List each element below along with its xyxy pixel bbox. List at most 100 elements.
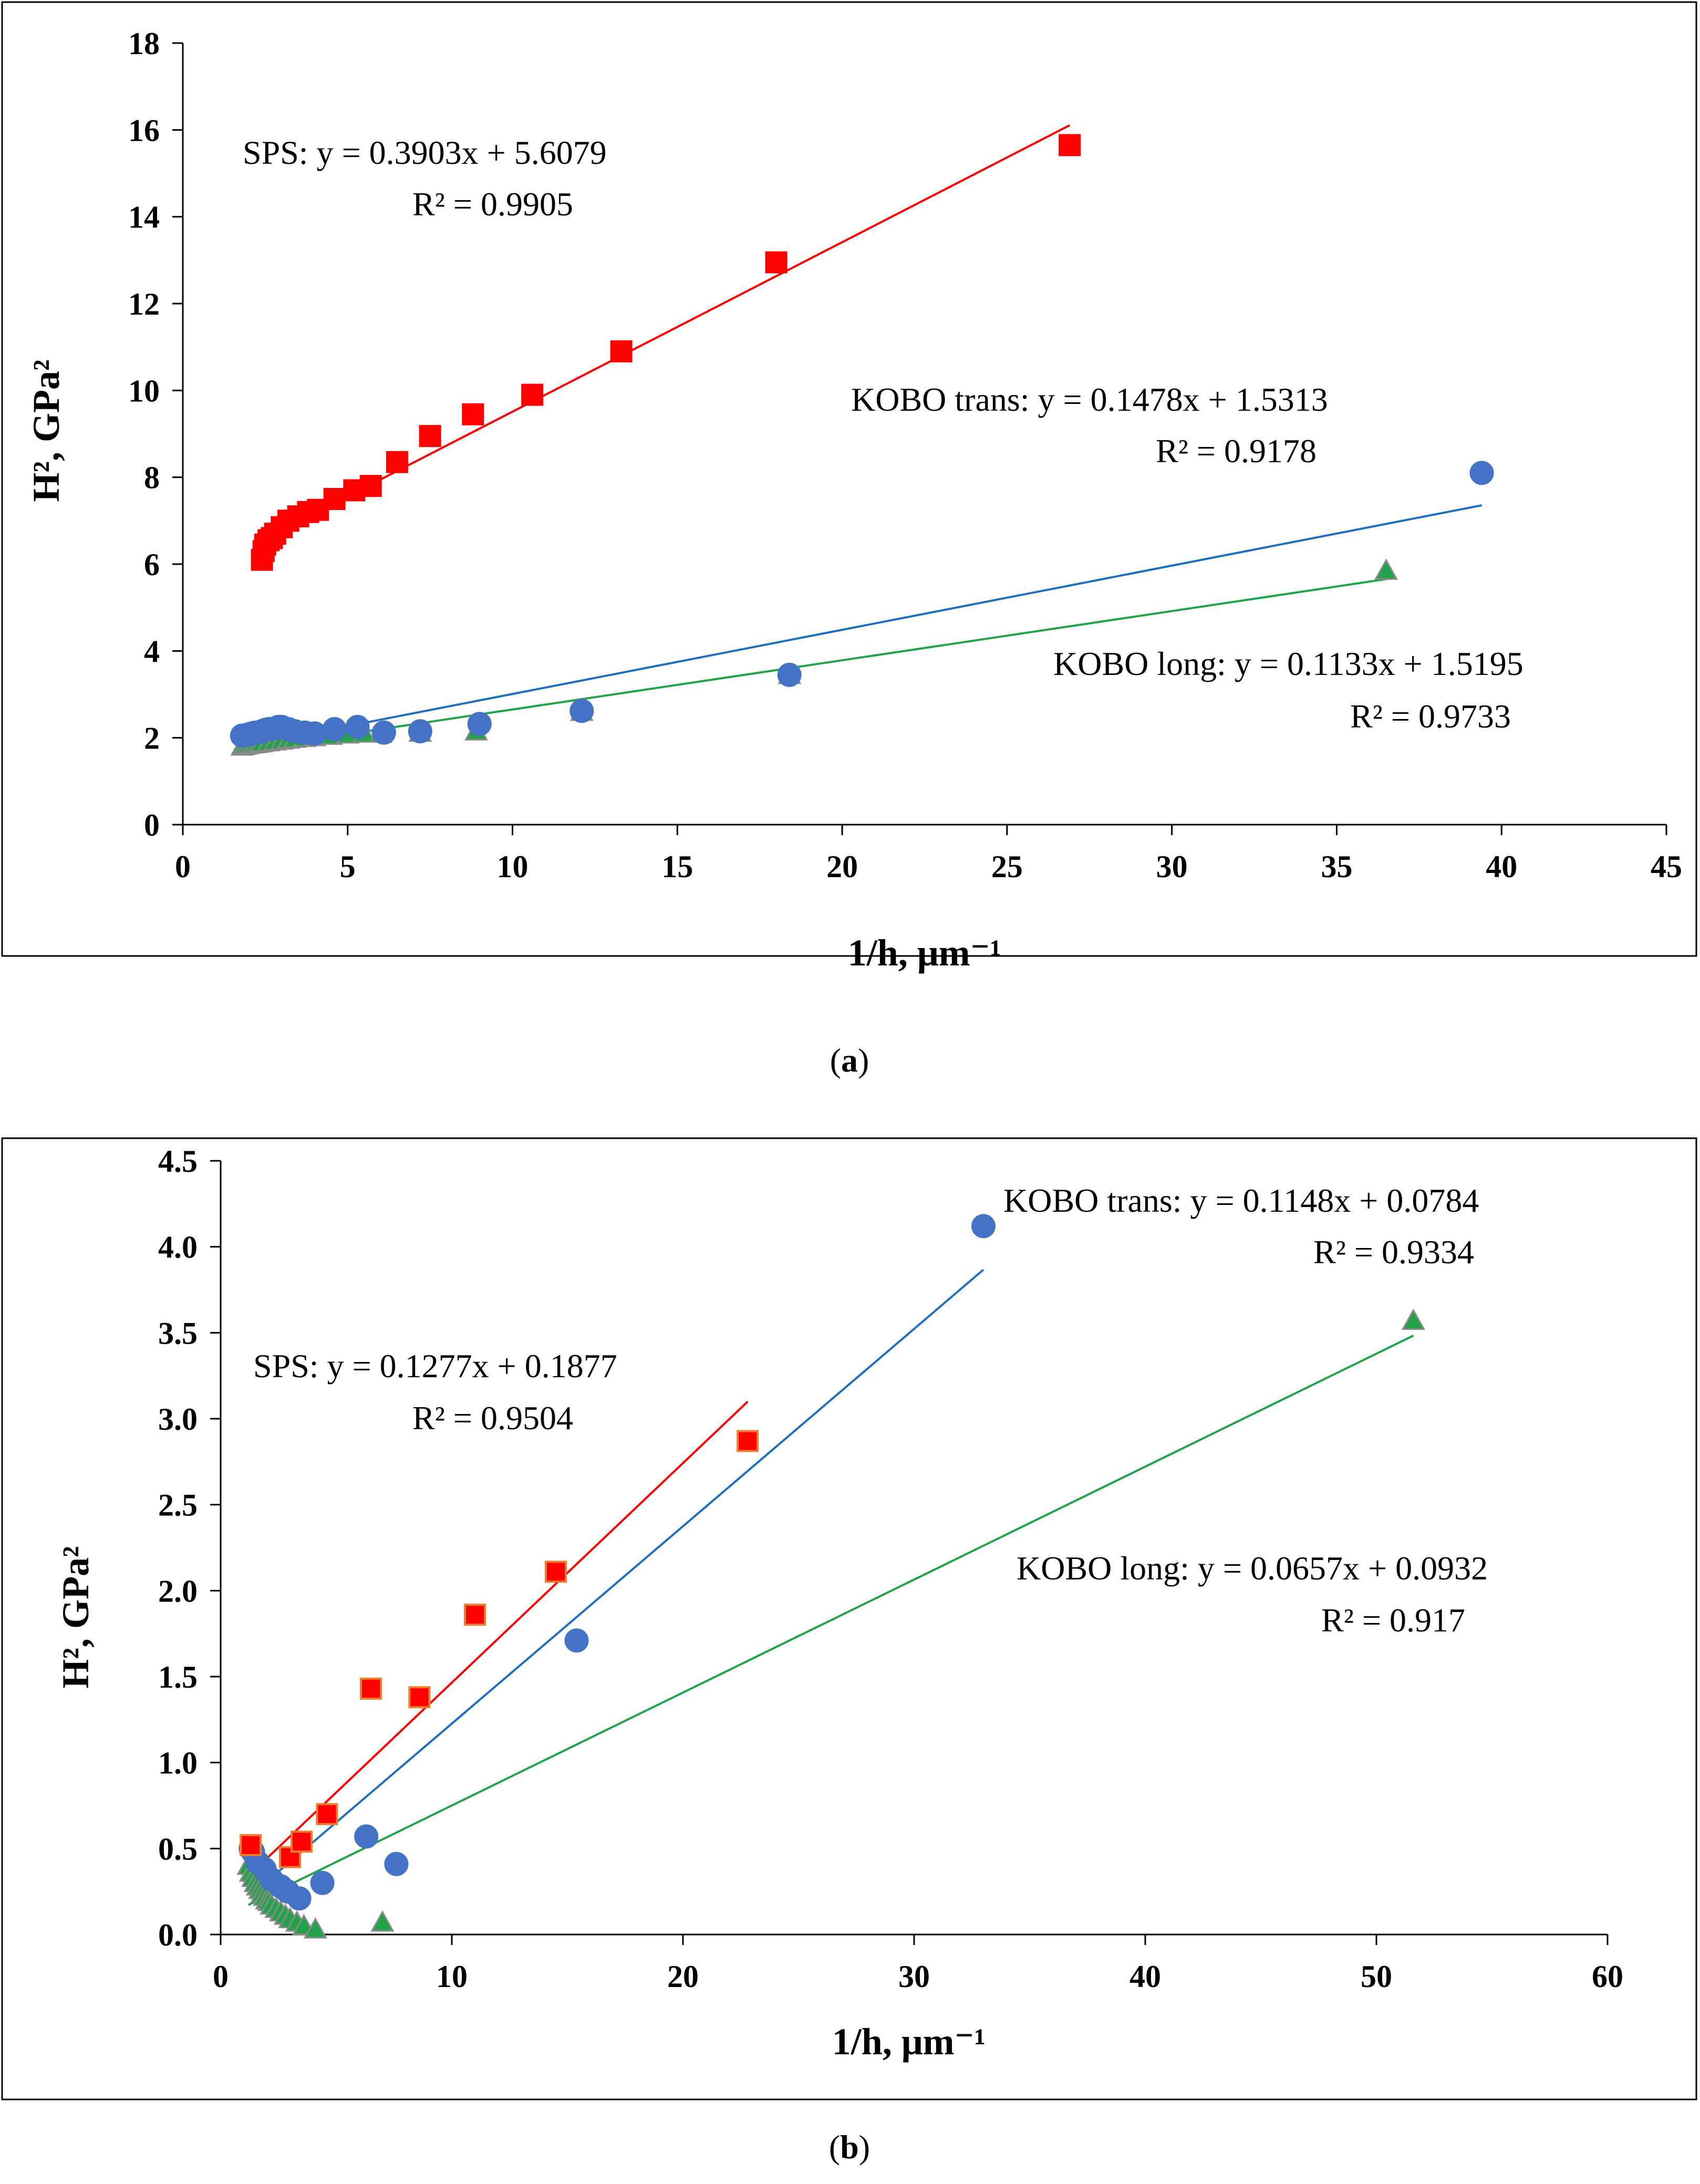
chart-b-caption: (b) — [829, 2128, 870, 2166]
chart-a-x-tick-label: 20 — [826, 849, 858, 884]
chart-a-y-tick-label: 2 — [144, 721, 160, 756]
chart-b-point-kobo-trans — [564, 1628, 589, 1653]
chart-b-x-tick-label: 30 — [898, 1959, 930, 1994]
chart-a-point-kobo-trans — [303, 721, 327, 746]
chart-b-fit-line-kobo-long — [247, 1334, 1414, 1906]
chart-a-fit-line-kobo-trans — [242, 504, 1482, 748]
chart-a-point-kobo-trans — [345, 715, 370, 739]
chart-a-x-tick-label: 5 — [340, 849, 356, 884]
chart-a-annotations: SPS: y = 0.3903x + 5.6079 R² = 0.9905 KO… — [243, 134, 1523, 735]
chart-a-r2-kobo-trans: R² = 0.9178 — [1156, 432, 1317, 470]
chart-b-fit-label-kobo-trans: KOBO trans: y = 0.1148x + 0.0784 — [1003, 1182, 1479, 1219]
chart-b-y-tick-label: 3.0 — [158, 1402, 198, 1437]
chart-b-y-tick-label: 1.5 — [158, 1660, 198, 1694]
chart-b-x-tick-label: 50 — [1361, 1959, 1392, 1994]
chart-a-axes — [182, 43, 1666, 826]
chart-a: 0 5 10 15 20 25 30 35 40 45 0 2 4 6 8 10 12 14 16 18 SPS: y… — [1, 1, 1697, 1079]
chart-a-y-tick-label: 0 — [144, 808, 160, 843]
chart-b-y-tick-label: 0.5 — [158, 1832, 198, 1866]
chart-a-x-tick-label: 45 — [1651, 849, 1682, 884]
chart-a-y-tick-label: 14 — [128, 200, 160, 235]
chart-b-point-sps — [737, 1430, 759, 1452]
chart-b-y-tick-label: 3.5 — [158, 1316, 198, 1350]
chart-a-point-kobo-trans — [1469, 461, 1494, 485]
chart-a-point-sps — [323, 488, 346, 510]
chart-a-x-tick-label: 0 — [175, 849, 191, 884]
chart-b-y-axis-title: H², GPa² — [55, 1546, 97, 1688]
chart-a-x-tick-label: 40 — [1486, 849, 1517, 884]
chart-a-point-sps — [765, 251, 787, 274]
chart-a-x-tick-label: 15 — [661, 849, 693, 884]
chart-a-point-sps — [359, 475, 382, 497]
chart-b-fit-label-sps: SPS: y = 0.1277x + 0.1877 — [253, 1347, 617, 1385]
chart-b-y-tick-label: 1.0 — [158, 1746, 198, 1781]
chart-b-point-sps — [360, 1677, 382, 1700]
chart-a-point-sps — [419, 425, 441, 448]
chart-a-point-sps — [610, 340, 633, 362]
chart-b-y-tick-label: 2.5 — [158, 1488, 198, 1523]
chart-b-y-tick-label: 4.0 — [158, 1230, 198, 1265]
chart-b-y-tick-label: 2.0 — [158, 1574, 198, 1608]
chart-b-point-sps — [279, 1846, 301, 1868]
chart-a-y-tick-label: 18 — [128, 26, 160, 61]
chart-a-ticks: 0 5 10 15 20 25 30 35 40 45 0 2 4 6 8 10 12 14 16 18 — [128, 26, 1682, 884]
chart-a-y-axis-title: H², GPa² — [25, 359, 67, 502]
chart-a-point-kobo-long — [1374, 558, 1398, 580]
chart-b: 0 10 20 30 40 50 60 0.0 0.5 1.0 1.5 2.0 2.5 3.0 3.5 4.0… — [1, 1137, 1697, 2166]
chart-a-fit-line-kobo-long — [242, 578, 1386, 751]
chart-a-point-kobo-trans — [371, 720, 396, 745]
chart-b-point-sps — [316, 1803, 338, 1825]
chart-b-x-tick-label: 20 — [667, 1959, 699, 1994]
chart-a-y-tick-label: 16 — [128, 113, 160, 148]
chart-b-fit-line-kobo-trans — [250, 1268, 984, 1897]
chart-b-point-kobo-long — [370, 1910, 395, 1932]
chart-b-x-tick-label: 10 — [436, 1959, 468, 1994]
chart-b-point-sps — [545, 1561, 567, 1583]
chart-a-x-tick-label: 10 — [497, 849, 528, 884]
chart-a-point-sps — [462, 403, 484, 425]
chart-b-point-kobo-trans — [384, 1852, 409, 1876]
chart-a-point-sps — [386, 451, 408, 473]
chart-a-point-kobo-trans — [569, 699, 594, 723]
chart-b-r2-kobo-long: R² = 0.917 — [1321, 1601, 1465, 1639]
chart-b-x-tick-label: 60 — [1592, 1959, 1623, 1994]
chart-b-fits — [247, 1268, 1414, 1906]
chart-a-point-sps — [521, 383, 544, 406]
chart-a-r2-sps: R² = 0.9905 — [412, 185, 573, 223]
chart-a-x-tick-label: 35 — [1321, 849, 1352, 884]
chart-a-point-kobo-trans — [322, 717, 347, 742]
chart-b-point-kobo-long — [1401, 1308, 1425, 1330]
chart-b-point-sps — [464, 1604, 486, 1626]
chart-a-x-axis-title: 1/h, μm⁻¹ — [848, 932, 1001, 974]
chart-b-frame — [1, 1137, 1697, 2100]
chart-b-x-tick-label: 0 — [213, 1959, 229, 1994]
chart-a-point-kobo-trans — [467, 712, 492, 736]
chart-b-fit-label-kobo-long: KOBO long: y = 0.0657x + 0.0932 — [1017, 1549, 1488, 1587]
chart-a-fit-label-sps: SPS: y = 0.3903x + 5.6079 — [243, 134, 607, 171]
chart-a-point-kobo-trans — [777, 662, 802, 687]
chart-b-point-kobo-trans — [354, 1824, 379, 1849]
chart-a-y-tick-label: 10 — [128, 373, 160, 408]
chart-b-point-kobo-trans — [310, 1870, 335, 1895]
chart-b-x-tick-label: 40 — [1129, 1959, 1161, 1994]
chart-b-x-axis-title: 1/h, μm⁻¹ — [832, 2021, 986, 2063]
chart-a-point-sps — [1059, 134, 1081, 157]
chart-a-x-tick-label: 25 — [991, 849, 1023, 884]
chart-a-y-tick-label: 4 — [144, 634, 160, 669]
chart-a-frame — [1, 1, 1697, 957]
chart-a-y-tick-label: 6 — [144, 547, 160, 582]
chart-a-y-tick-label: 12 — [128, 287, 160, 321]
chart-a-y-tick-label: 8 — [144, 461, 160, 495]
chart-a-point-kobo-trans — [408, 719, 432, 744]
chart-b-point-kobo-long — [303, 1917, 327, 1939]
chart-b-y-tick-label: 0.0 — [158, 1918, 198, 1952]
chart-b-y-tick-label: 4.5 — [158, 1144, 198, 1179]
chart-a-fit-label-kobo-long: KOBO long: y = 0.1133x + 1.5195 — [1053, 645, 1523, 682]
chart-a-x-tick-label: 30 — [1156, 849, 1188, 884]
chart-b-annotations: SPS: y = 0.1277x + 0.1877 R² = 0.9504 KO… — [253, 1182, 1488, 1639]
chart-a-caption: (a) — [830, 1042, 869, 1079]
chart-a-r2-kobo-long: R² = 0.9733 — [1350, 698, 1511, 735]
chart-b-ticks: 0 10 20 30 40 50 60 0.0 0.5 1.0 1.5 2.0 2.5 3.0 3.5 4.0… — [158, 1144, 1623, 1994]
chart-b-fit-line-sps — [250, 1401, 749, 1875]
chart-b-point-kobo-trans — [287, 1886, 312, 1911]
